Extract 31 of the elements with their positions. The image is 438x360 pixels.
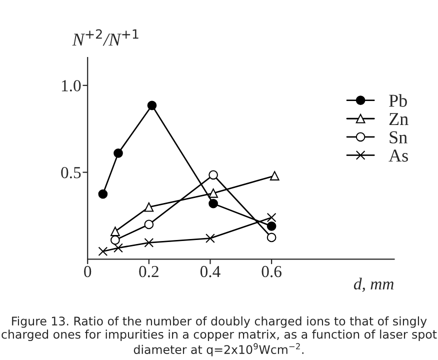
point <box>144 220 154 230</box>
point <box>114 148 123 158</box>
point <box>266 232 276 242</box>
point <box>110 235 120 245</box>
y-tick-label: 1.0 <box>62 80 81 92</box>
point <box>147 100 157 110</box>
point <box>144 202 154 212</box>
point <box>208 198 218 208</box>
point <box>114 243 123 253</box>
point <box>270 171 280 180</box>
y-axis-title: N$^{+2}$/N$^{+1}$ <box>72 29 138 46</box>
point <box>266 221 276 231</box>
legend-label: Pb <box>389 94 407 107</box>
point <box>98 189 108 199</box>
x-axis-title: d, mm <box>354 278 394 292</box>
legend-label: As <box>388 150 408 162</box>
x-tick-label: 0.6 <box>262 266 282 278</box>
legend-label: Sn <box>390 131 408 144</box>
point <box>144 238 154 248</box>
point <box>208 170 218 180</box>
point <box>208 188 218 198</box>
point <box>206 234 215 244</box>
x-tick-label: 0 <box>84 266 92 278</box>
point <box>98 246 108 256</box>
point <box>266 212 276 222</box>
legend-label: Zn <box>389 113 408 125</box>
y-tick-label: 0.5 <box>61 167 81 178</box>
x-tick-label: 0.4 <box>200 266 220 278</box>
point <box>110 226 120 236</box>
caption: Figure 13. Ratio of the number of doubly charged ions to that of singly charged ones for impurities in a copper matrix, as a function of laser spot diameter at q=2x10$^{9}$Wcm$^{−2}$. <box>2 316 437 356</box>
x-tick-label: 0.2 <box>139 266 158 278</box>
